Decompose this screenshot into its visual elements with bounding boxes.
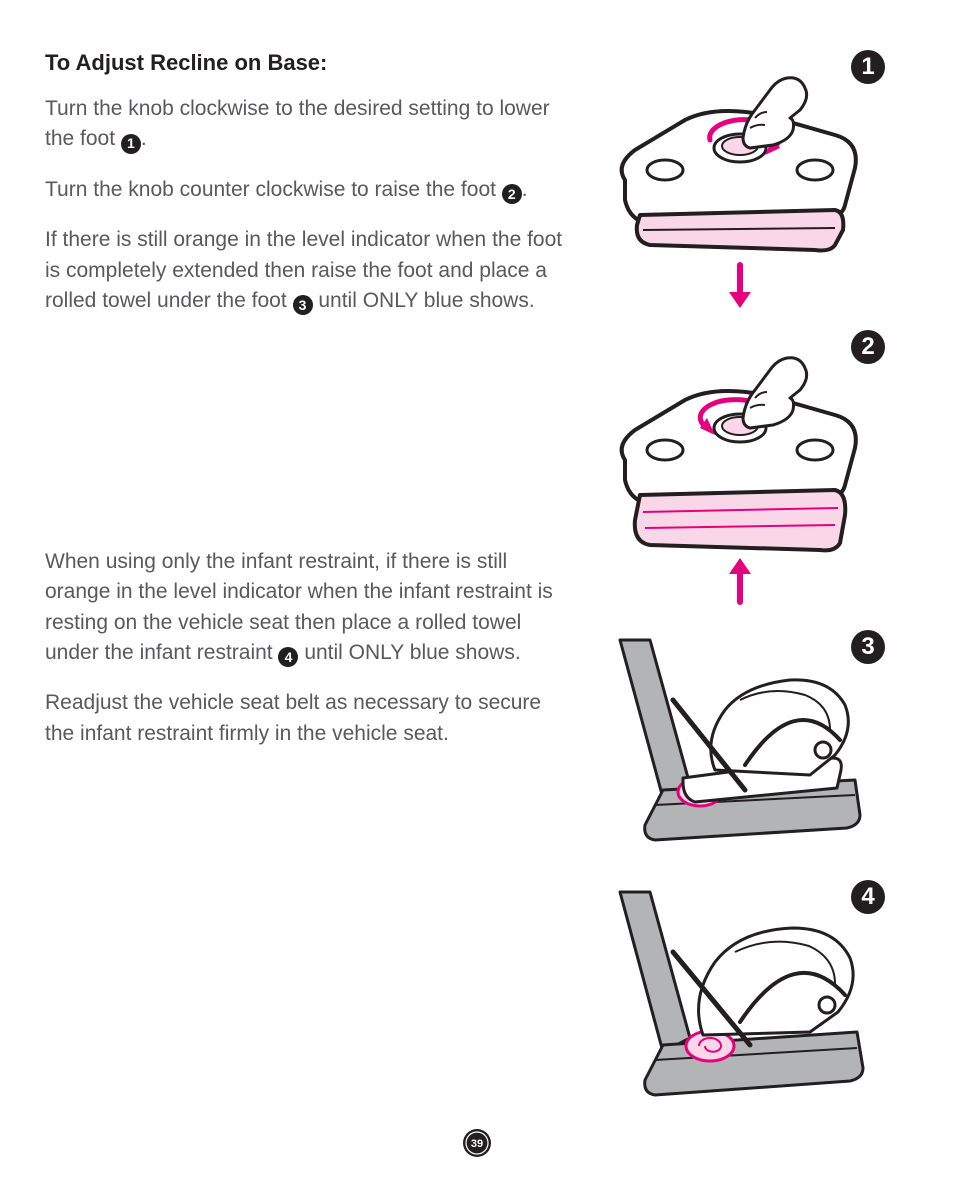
figure-4-svg [595, 880, 885, 1110]
figure-2-svg [595, 330, 885, 610]
p2-text-b: . [522, 178, 528, 201]
section-heading: To Adjust Recline on Base: [45, 50, 565, 76]
paragraph-2: Turn the knob counter clockwise to raise… [45, 175, 565, 205]
figure-4: 4 [595, 880, 885, 1110]
p1-text-b: . [141, 127, 147, 150]
figure-1: 1 [595, 50, 885, 310]
figure-number-1: 1 [851, 50, 885, 84]
paragraph-1: Turn the knob clockwise to the desired s… [45, 94, 565, 155]
paragraph-4: When using only the infant restraint, if… [45, 547, 565, 669]
figure-number-2: 2 [851, 330, 885, 364]
ref-circle-1: 1 [121, 134, 141, 154]
text-column: To Adjust Recline on Base: Turn the knob… [45, 50, 565, 1110]
figure-number-4: 4 [851, 880, 885, 914]
figure-3: 3 [595, 630, 885, 860]
page-number-text: 39 [471, 1138, 483, 1150]
figure-3-svg [595, 630, 885, 860]
ref-circle-2: 2 [502, 184, 522, 204]
p3-text-b: until ONLY blue shows. [313, 289, 535, 312]
p2-text-a: Turn the knob counter clockwise to raise… [45, 178, 502, 201]
figure-1-svg [595, 50, 885, 310]
paragraph-5: Readjust the vehicle seat belt as necess… [45, 688, 565, 749]
figure-number-3: 3 [851, 630, 885, 664]
ref-circle-3: 3 [293, 295, 313, 315]
illustration-column: 1 [595, 50, 885, 1110]
figure-2: 2 [595, 330, 885, 610]
page-number: 39 [461, 1127, 493, 1159]
paragraph-3: If there is still orange in the level in… [45, 225, 565, 316]
p4-text-b: until ONLY blue shows. [298, 641, 520, 664]
ref-circle-4: 4 [278, 647, 298, 667]
